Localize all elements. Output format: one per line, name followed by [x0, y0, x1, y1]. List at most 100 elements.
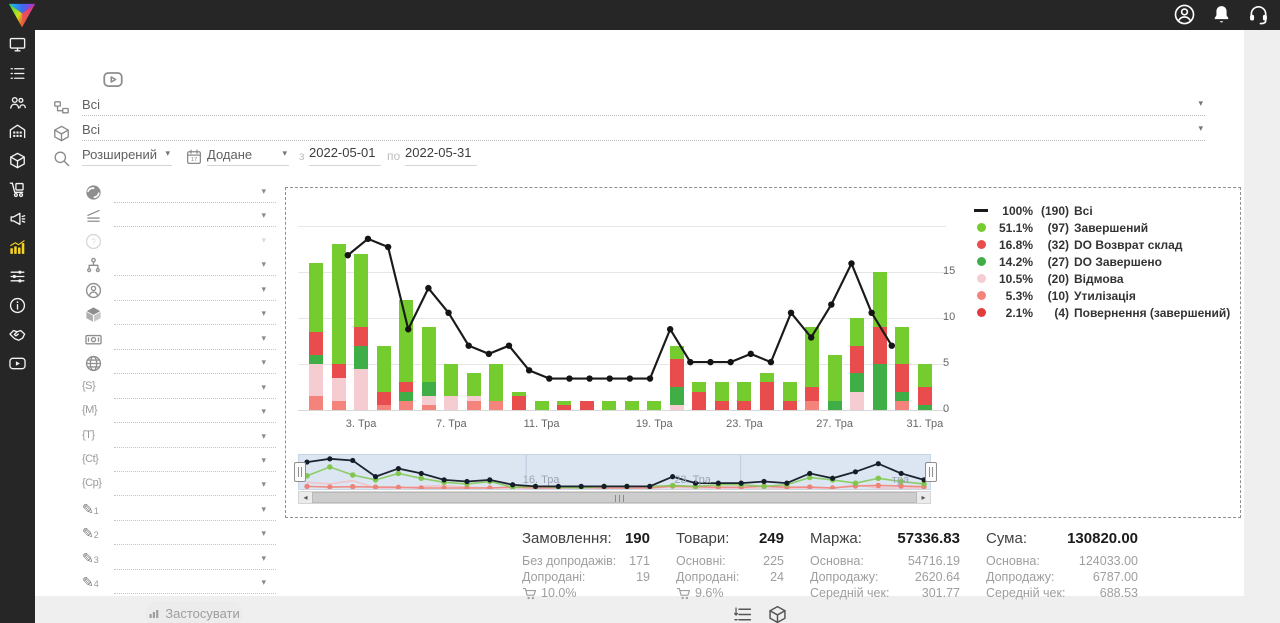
tag-ct-filter-select[interactable]: ▾: [114, 452, 276, 472]
date-from-value: 2022-05-01: [309, 145, 376, 160]
sidebar-item-partners[interactable]: [0, 320, 35, 349]
stacked-bar[interactable]: [421, 327, 436, 410]
stacked-bar[interactable]: [692, 382, 707, 410]
stacked-bar[interactable]: [602, 400, 617, 410]
bar-segment: [444, 364, 459, 397]
notifications-bell-icon[interactable]: [1210, 3, 1233, 26]
stacked-bar[interactable]: [331, 244, 346, 410]
product-filter-select[interactable]: ▾: [114, 305, 276, 326]
list-view-icon[interactable]: [732, 604, 753, 623]
bar-segment: [669, 387, 684, 406]
legend-item[interactable]: 16.8% (32) DO Возврат склад: [974, 236, 1230, 253]
stacked-bar[interactable]: [917, 364, 932, 410]
sidebar-item-info[interactable]: [0, 291, 35, 320]
scroll-left-arrow[interactable]: ◂: [299, 492, 312, 503]
navigator-right-handle[interactable]: [925, 462, 937, 482]
stacked-bar[interactable]: [557, 400, 572, 410]
sidebar-item-shipping[interactable]: [0, 175, 35, 204]
stacked-bar[interactable]: [579, 400, 594, 410]
stacked-bar[interactable]: [534, 400, 549, 410]
app-logo[interactable]: [7, 2, 37, 28]
stacked-bar[interactable]: [782, 382, 797, 410]
legend-item[interactable]: 14.2% (27) DO Завершено: [974, 253, 1230, 270]
stacked-bar[interactable]: [511, 391, 526, 410]
stacked-bar[interactable]: [647, 400, 662, 410]
date-from-input[interactable]: 2022-05-01: [309, 145, 381, 166]
sidebar-item-marketing[interactable]: [0, 204, 35, 233]
apply-button[interactable]: Застосувати: [145, 601, 243, 623]
manager-filter-select[interactable]: ▾: [114, 281, 276, 301]
sidebar-item-products[interactable]: [0, 146, 35, 175]
stacked-bar[interactable]: [850, 318, 865, 410]
stacked-bar[interactable]: [309, 262, 323, 410]
stat-column: Маржа: 57336.83 Основна: 54716.19 Допродажу:…: [810, 530, 960, 601]
scroll-right-arrow[interactable]: ▸: [917, 492, 930, 503]
navigator-left-handle[interactable]: [294, 462, 306, 482]
stacked-bar[interactable]: [376, 345, 391, 410]
custom-field-3-filter-select[interactable]: ▾: [114, 550, 276, 570]
stat-subrow: 10.0%: [522, 585, 650, 601]
sidebar-item-analytics[interactable]: [0, 233, 35, 262]
stacked-bar[interactable]: [489, 364, 504, 410]
status-help-filter-select[interactable]: ▾: [114, 232, 276, 251]
stacked-bar[interactable]: [444, 364, 459, 410]
chart-scrollbar[interactable]: ◂ ▸: [298, 491, 931, 504]
legend-item[interactable]: 51.1% (97) Завершений: [974, 219, 1230, 236]
search-mode-select[interactable]: Розширений ▾: [82, 145, 172, 166]
clients-icon: [8, 93, 27, 112]
support-headset-icon[interactable]: [1247, 3, 1270, 26]
bar-segment: [714, 382, 729, 401]
country-filter-select[interactable]: ▾: [114, 183, 276, 203]
chart-navigator[interactable]: 16. Тра 23. Тра тра: [298, 454, 931, 490]
stacked-bar[interactable]: [669, 345, 684, 410]
payment-filter-select[interactable]: ▾: [114, 330, 276, 350]
sidebar-item-clients[interactable]: [0, 88, 35, 117]
level-filter-select[interactable]: ▾: [114, 207, 276, 228]
custom-field-4-filter-select[interactable]: ▾: [114, 574, 276, 595]
custom-field-1-filter-select[interactable]: ▾: [114, 501, 276, 521]
category-select[interactable]: Всі ▾: [82, 95, 1205, 116]
stacked-bar[interactable]: [737, 382, 752, 410]
legend-item[interactable]: 2.1% (4) Повернення (завершений): [974, 304, 1230, 321]
sidebar-item-dashboard[interactable]: [0, 30, 35, 59]
sidebar-item-warehouse[interactable]: [0, 117, 35, 146]
tag-cp-filter-select[interactable]: ▾: [114, 476, 276, 497]
source-filter-select[interactable]: ▾: [114, 354, 276, 375]
custom-field-3-filter-row: ✎3 ▾: [80, 549, 276, 572]
stacked-bar[interactable]: [466, 373, 481, 410]
x-tick-label: 7. Тра: [436, 418, 467, 430]
stacked-bar[interactable]: [872, 272, 887, 410]
stacked-bar[interactable]: [827, 354, 842, 410]
date-to-input[interactable]: 2022-05-31: [405, 145, 477, 166]
stacked-bar[interactable]: [760, 373, 774, 410]
chart-plot-area[interactable]: [298, 218, 946, 411]
legend-item[interactable]: 10.5% (20) Відмова: [974, 270, 1230, 287]
stacked-bar[interactable]: [399, 299, 414, 410]
date-to-value: 2022-05-31: [405, 145, 472, 160]
stacked-bar[interactable]: [354, 253, 369, 410]
legend-item[interactable]: 5.3% (10) Утилізація: [974, 287, 1230, 304]
video-help-button[interactable]: [98, 69, 128, 90]
sidebar-item-orders[interactable]: [0, 59, 35, 88]
product-select[interactable]: Всі ▾: [82, 120, 1205, 141]
legend-item[interactable]: 100% (190) Всі: [974, 202, 1230, 219]
stacked-bar[interactable]: [895, 327, 910, 410]
stacked-bar[interactable]: [805, 327, 820, 410]
user-account-icon[interactable]: [1173, 3, 1196, 26]
stacked-bar[interactable]: [714, 382, 729, 410]
sidebar-item-settings[interactable]: [0, 262, 35, 291]
structure-filter-select[interactable]: ▾: [114, 256, 276, 277]
bar-segment: [331, 364, 346, 378]
custom-field-2-filter-select[interactable]: ▾: [114, 525, 276, 546]
scrollbar-handle[interactable]: [312, 492, 917, 503]
legend-count: (10): [1047, 288, 1069, 303]
tag-s-filter-select[interactable]: ▾: [114, 379, 276, 399]
product-view-icon[interactable]: [767, 604, 788, 623]
date-field-select[interactable]: Додане ▾: [207, 145, 289, 166]
tag-t-filter-select[interactable]: ▾: [114, 428, 276, 448]
stacked-bar[interactable]: [624, 400, 639, 410]
stat-sublabel: Середній чек:: [810, 586, 890, 600]
date-field-value: Додане: [207, 147, 253, 162]
sidebar-item-video-tutorials[interactable]: [0, 349, 35, 378]
tag-m-filter-select[interactable]: ▾: [114, 403, 276, 424]
